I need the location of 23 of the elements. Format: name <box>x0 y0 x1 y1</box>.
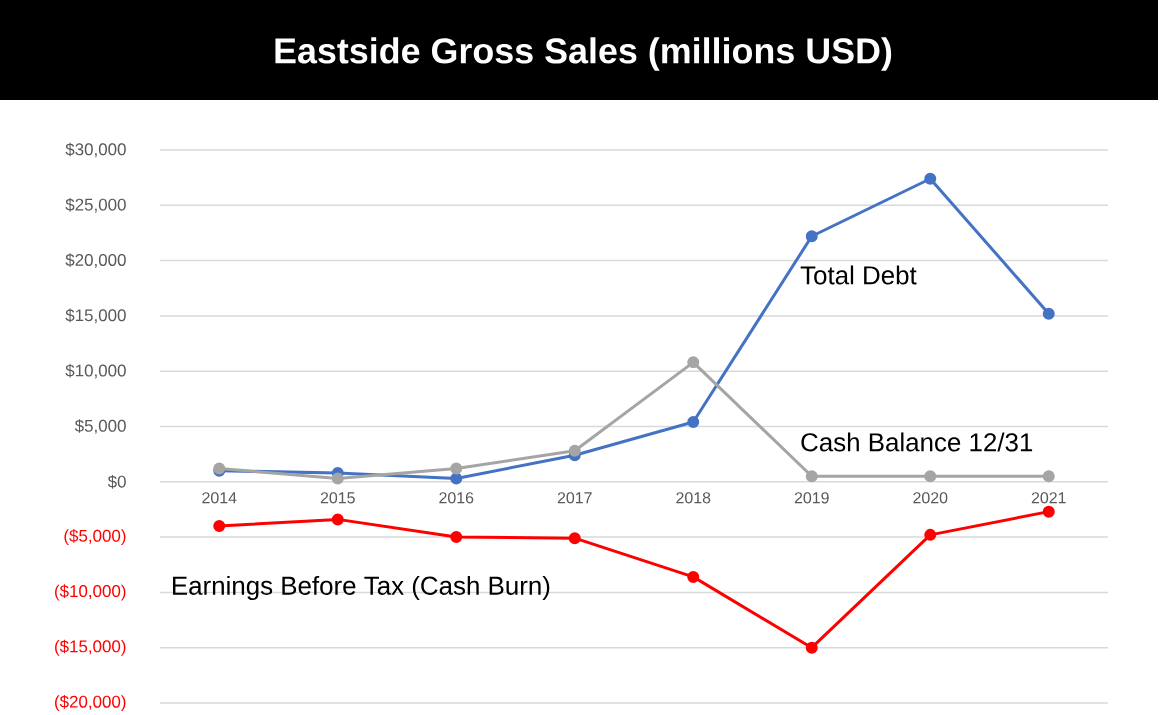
x-tick-label: 2017 <box>557 492 592 504</box>
y-tick-label: ($10,000) <box>55 584 126 601</box>
series-label: Cash Balance 12/31 <box>801 432 1033 452</box>
y-tick-label: $15,000 <box>65 308 126 324</box>
y-tick-label: $0 <box>107 474 126 489</box>
chart-title: Eastside Gross Sales (millions USD) <box>275 37 892 71</box>
y-tick-label: $5,000 <box>74 419 126 434</box>
x-tick-label: 2019 <box>794 492 829 504</box>
x-tick-label: 2014 <box>202 492 237 504</box>
y-tick-label: ($15,000) <box>55 639 126 656</box>
x-tick-label: 2016 <box>439 492 474 504</box>
x-tick-label: 2015 <box>320 492 355 504</box>
y-tick-label: $20,000 <box>65 253 126 268</box>
y-tick-label: ($5,000) <box>64 529 126 546</box>
y-tick-label: ($20,000) <box>55 694 126 711</box>
y-tick-label: $25,000 <box>65 197 126 213</box>
x-tick-label: 2021 <box>1031 492 1066 504</box>
series-label: Total Debt <box>800 265 917 285</box>
x-tick-label: 2018 <box>676 492 711 504</box>
y-tick-label: $10,000 <box>65 363 126 379</box>
x-tick-label: 2020 <box>913 492 948 504</box>
series-label: Earnings Before Tax (Cash Burn) <box>173 575 550 601</box>
y-tick-label: $30,000 <box>65 142 126 158</box>
